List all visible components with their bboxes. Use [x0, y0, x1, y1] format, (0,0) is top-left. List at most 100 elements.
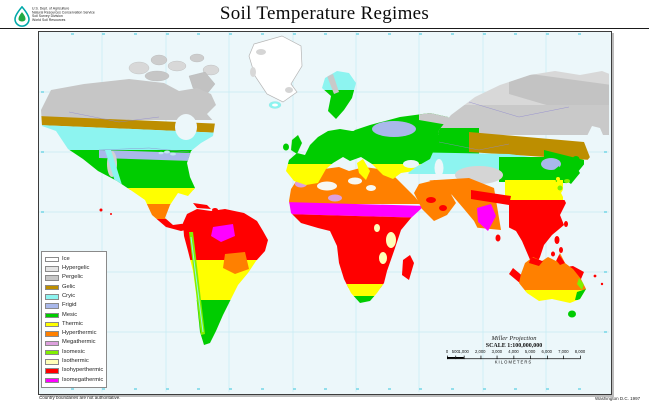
sri-lanka: [495, 234, 501, 242]
legend-label: Gelic: [62, 283, 76, 290]
world-map-graphic: [39, 32, 609, 392]
legend-swatch: [45, 266, 59, 272]
legend-label: Thermic: [62, 320, 83, 327]
scale-tick-label: 3,000: [491, 350, 503, 355]
scale-tick-label: 5,000: [524, 350, 536, 355]
scale-block: Miller Projection SCALE 1:100,000,000 KI…: [437, 335, 591, 380]
graticule-edge-ticks: [41, 33, 607, 390]
arabia: [414, 180, 456, 221]
legend-swatch: [45, 294, 59, 300]
legend-item: Ice: [45, 255, 103, 264]
legend-swatch: [45, 377, 59, 384]
scale-tick-mark: [580, 355, 581, 359]
legend-item: Isomegathermic: [45, 376, 103, 385]
scale-tick-mark: [447, 355, 448, 359]
iceland: [268, 101, 282, 109]
baltic-sea: [349, 117, 357, 131]
legend-label: Hypergelic: [62, 265, 90, 272]
legend-swatch: [45, 368, 59, 374]
hudson-bay: [175, 114, 197, 140]
scale-tick-label: 2,000: [474, 350, 486, 355]
legend-item: Megathermic: [45, 339, 103, 348]
footer-imprint: Washington D.C. 1997: [594, 397, 640, 402]
scale-tick-label: 500: [451, 350, 459, 355]
legend-item: Hyperthermic: [45, 329, 103, 338]
legend-label: Isothermic: [62, 358, 89, 365]
black-sea: [403, 160, 419, 168]
scale-tick-mark: [455, 355, 457, 359]
scale-unit-label: KILOMETERS: [494, 360, 533, 365]
greenland: [248, 35, 303, 103]
usda-nrcs-logo-icon: [14, 6, 30, 27]
pacific-islands: [99, 208, 604, 286]
caribbean-islands: [193, 203, 223, 214]
country-boundaries: [68, 101, 570, 153]
scale-tick-mark: [546, 355, 548, 359]
legend-swatch: [45, 340, 59, 347]
title-rule: [0, 28, 649, 29]
scale-tick-label: 6,000: [541, 350, 553, 355]
legend-label: Isomesic: [62, 348, 85, 355]
scale-tick-label: 4,000: [508, 350, 519, 355]
agency-line: World Soil Resources: [32, 18, 66, 23]
legend-label: Pergelic: [62, 274, 83, 281]
legend-item: Mesic: [45, 311, 103, 320]
scale-tick-mark: [463, 355, 465, 359]
legend-item: Hypergelic: [45, 264, 103, 273]
tasmania: [568, 310, 576, 318]
japan-korea: [554, 156, 580, 191]
legend: Ice Hypergelic Pergelic Gelic Cryic Frigid Mes…: [41, 251, 107, 389]
scale-tick-label: 8,000: [574, 350, 586, 355]
legend-item: Cryic: [45, 292, 103, 301]
scale-tick-mark: [513, 355, 515, 359]
legend-swatch: [45, 312, 59, 319]
great-lakes: [158, 150, 176, 156]
legend-item: Gelic: [45, 283, 103, 292]
british-isles: [283, 134, 303, 155]
legend-swatch: [45, 321, 59, 328]
legend-label: Mesic: [62, 311, 78, 318]
legend-item: Isothermic: [45, 357, 103, 366]
legend-swatch: [45, 275, 59, 281]
scale-tick-label: 1,000: [458, 350, 469, 355]
agency-line: Natural Resources Conservation Service: [32, 10, 95, 15]
scale-tick-mark: [563, 355, 565, 359]
legend-label: Isomegathermic: [62, 376, 104, 383]
scale-text: SCALE 1:100,000,000: [485, 343, 543, 349]
map-frame: Ice Hypergelic Pergelic Gelic Cryic Frigid Mes…: [38, 31, 612, 395]
legend-item: Frigid: [45, 301, 103, 310]
legend-swatch: [45, 256, 59, 263]
legend-label: Isohyperthermic: [62, 367, 104, 374]
agency-line: Soil Survey Division: [32, 14, 63, 19]
caspian-sea: [434, 159, 444, 177]
legend-item: Isohyperthermic: [45, 367, 103, 376]
legend-item: Thermic: [45, 320, 103, 329]
legend-label: Cryic: [62, 292, 76, 299]
legend-swatch: [45, 349, 59, 356]
madagascar: [402, 255, 414, 280]
legend-label: Frigid: [62, 302, 77, 309]
legend-label: Ice: [62, 255, 70, 262]
page-title: Soil Temperature Regimes: [219, 3, 430, 24]
italy: [357, 159, 370, 180]
projection-label: Miller Projection: [491, 335, 537, 342]
scale-tick-mark: [530, 355, 531, 359]
scale-tick-mark: [480, 355, 481, 359]
legend-item: Isomesic: [45, 348, 103, 357]
legend-swatch: [45, 284, 59, 291]
scale-tick-label: 7,000: [558, 350, 569, 355]
scale-bar-segment: [447, 357, 456, 359]
scale-tick-mark: [496, 355, 498, 359]
legend-label: Hyperthermic: [62, 330, 97, 337]
agency-text-block: U.S. Dept. of Agriculture Natural Resour…: [32, 7, 165, 23]
scale-bar: KILOMETERS 0 500 1,000 2,000 3,000 4,000 5,000…: [446, 350, 585, 371]
legend-swatch: [45, 331, 59, 337]
footer-disclaimer: Country boundaries are not authoritative…: [39, 396, 121, 401]
legend-swatch: [45, 359, 59, 365]
scale-bar-line: [447, 358, 580, 360]
legend-item: Pergelic: [45, 274, 103, 283]
legend-label: Megathermic: [62, 339, 96, 346]
agency-line: U.S. Dept. of Agriculture: [32, 7, 70, 11]
arctic-islands: [128, 53, 220, 95]
